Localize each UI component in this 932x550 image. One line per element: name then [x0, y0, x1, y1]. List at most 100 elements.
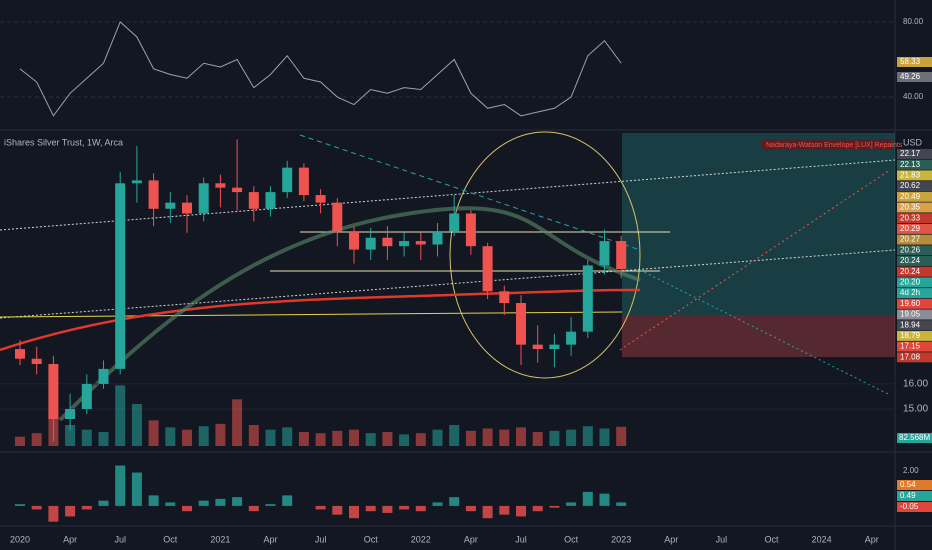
- macd-label-box: [897, 491, 932, 501]
- chart-title: iShares Silver Trust, 1W, Arca: [4, 137, 123, 147]
- volume-bar: [532, 432, 543, 446]
- candle-body: [616, 241, 627, 270]
- volume-bar: [98, 432, 109, 446]
- candle-body: [215, 183, 226, 188]
- price-label-box: [897, 159, 932, 170]
- price-label: 20.20: [900, 278, 921, 287]
- candle-body: [81, 383, 92, 410]
- macd-histogram-bar: [349, 505, 359, 519]
- rsi-tick-label: 80.00: [903, 17, 924, 26]
- x-tick-label: 2021: [210, 534, 230, 544]
- macd-histogram-bar: [131, 472, 142, 506]
- volume-bar: [115, 385, 126, 446]
- macd-histogram-bar: [332, 505, 343, 515]
- candle-body: [332, 202, 343, 232]
- macd-histogram-bar: [48, 505, 59, 522]
- x-tick-label: 2024: [812, 534, 832, 544]
- volume-bar: [582, 426, 593, 446]
- volume-bar: [549, 430, 560, 446]
- x-tick-label: Apr: [664, 534, 678, 544]
- price-label-box: [897, 170, 932, 181]
- candle-body: [415, 241, 426, 245]
- volume-bar: [15, 436, 25, 446]
- rsi-line: [19, 21, 622, 117]
- volume-bar: [465, 430, 476, 446]
- candle-body: [449, 213, 460, 232]
- price-label-box: [897, 202, 932, 213]
- price-label: 20.26: [900, 245, 921, 254]
- macd-histogram-bar: [582, 491, 593, 506]
- volume-label-box: [897, 433, 932, 443]
- volume-bar: [298, 432, 309, 446]
- price-label: 19.05: [900, 310, 921, 319]
- volume-bar: [399, 434, 410, 446]
- price-label: 20.33: [900, 213, 921, 222]
- candle-body: [182, 202, 192, 214]
- macd-histogram-bar: [165, 502, 176, 506]
- volume-bar: [566, 429, 577, 446]
- price-label-box: [897, 298, 932, 309]
- macd-histogram-bar: [98, 500, 109, 506]
- candle-body: [298, 167, 309, 196]
- volume-bar: [65, 425, 76, 446]
- macd-histogram-bar: [415, 505, 426, 512]
- volume-bar: [599, 428, 610, 446]
- price-label: 19.60: [900, 299, 921, 308]
- price-label-box: [897, 256, 932, 266]
- volume-bar: [349, 429, 359, 446]
- volume-bar: [616, 426, 627, 446]
- macd-histogram-bar: [616, 502, 627, 506]
- x-tick-label: Jul: [114, 534, 126, 544]
- price-label: 18.79: [900, 331, 921, 340]
- volume-bar: [31, 433, 42, 446]
- volume-bar: [432, 429, 443, 446]
- x-tick-label: Oct: [564, 534, 579, 544]
- currency-label: USD: [903, 137, 923, 147]
- price-label: 20.24: [900, 267, 921, 276]
- macd-histogram-bar: [182, 505, 192, 512]
- macd-histogram-bar: [516, 505, 526, 517]
- macd-histogram-bar: [365, 505, 376, 512]
- volume-bar: [81, 429, 92, 446]
- macd-histogram-bar: [215, 498, 226, 506]
- x-tick-label: Oct: [764, 534, 779, 544]
- price-label: 18.94: [900, 320, 921, 329]
- macd-histogram-bar: [482, 505, 493, 519]
- volume-bar: [182, 429, 192, 446]
- candle-body: [399, 241, 410, 247]
- candle-body: [65, 409, 76, 420]
- macd-histogram-bar: [432, 502, 443, 506]
- candle-body: [248, 192, 259, 209]
- trend-line: [639, 269, 891, 396]
- macd-histogram-bar: [148, 495, 159, 506]
- macd-histogram-bar: [499, 505, 510, 515]
- candle-body: [31, 358, 42, 365]
- price-label: 20.29: [900, 224, 921, 233]
- candle-body: [482, 246, 493, 292]
- price-label-box: [897, 309, 932, 320]
- candle-body: [499, 291, 510, 304]
- price-label-box: [897, 191, 932, 202]
- volume-bar: [131, 404, 142, 446]
- price-label: 20.35: [900, 203, 921, 212]
- candle-body: [315, 195, 326, 203]
- indicator-label: Nadaraya-Watson Envelope [LUX] Repaints: [766, 142, 903, 149]
- x-tick-label: 2022: [411, 534, 431, 544]
- volume-bar: [165, 427, 176, 446]
- volume-bar: [148, 420, 159, 446]
- macd-histogram-bar: [382, 505, 393, 513]
- long-position-stop: [622, 315, 895, 357]
- price-label-box: [897, 277, 932, 288]
- candle-body: [48, 364, 59, 420]
- macd-label: 0.49: [900, 491, 916, 500]
- macd-label-box: [897, 502, 932, 512]
- price-label-box: [897, 223, 932, 234]
- macd-histogram-bar: [31, 505, 42, 510]
- price-label: 20.49: [900, 192, 921, 201]
- price-label: 4d 2h: [900, 288, 920, 297]
- price-label: 22.17: [900, 149, 921, 158]
- price-label-box: [897, 234, 932, 245]
- x-tick-label: Jul: [716, 534, 728, 544]
